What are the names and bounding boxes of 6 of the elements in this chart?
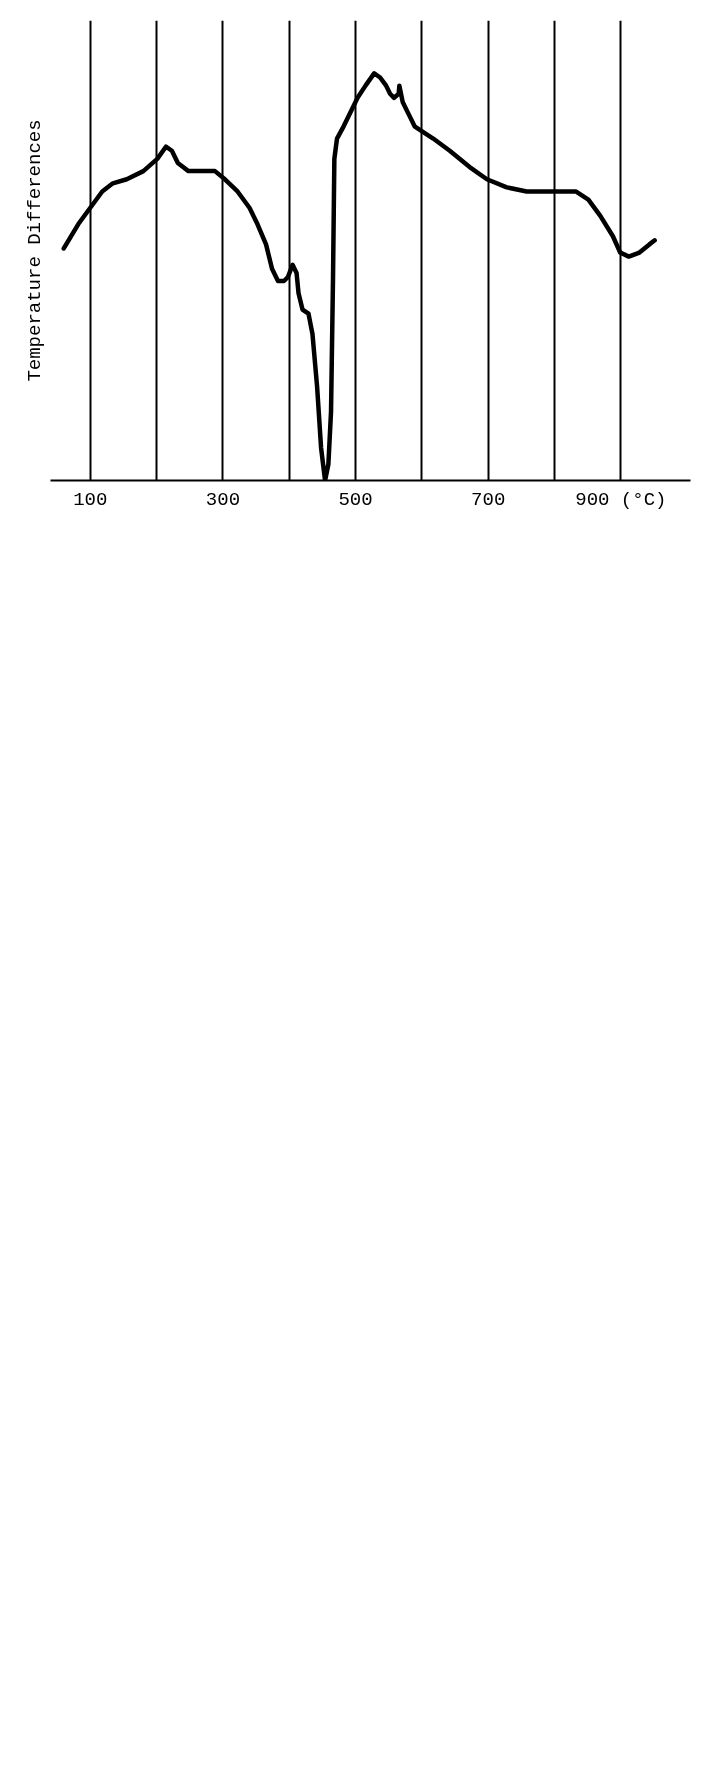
x-tick-label: 100 <box>73 488 108 511</box>
y-axis-title: Temperature Differences <box>23 119 46 382</box>
x-tick-label: 500 <box>338 488 373 511</box>
x-tick-label: 300 <box>205 488 241 511</box>
x-tick-label: 900 (°C) <box>575 488 667 511</box>
x-tick-label: 700 <box>471 488 506 511</box>
